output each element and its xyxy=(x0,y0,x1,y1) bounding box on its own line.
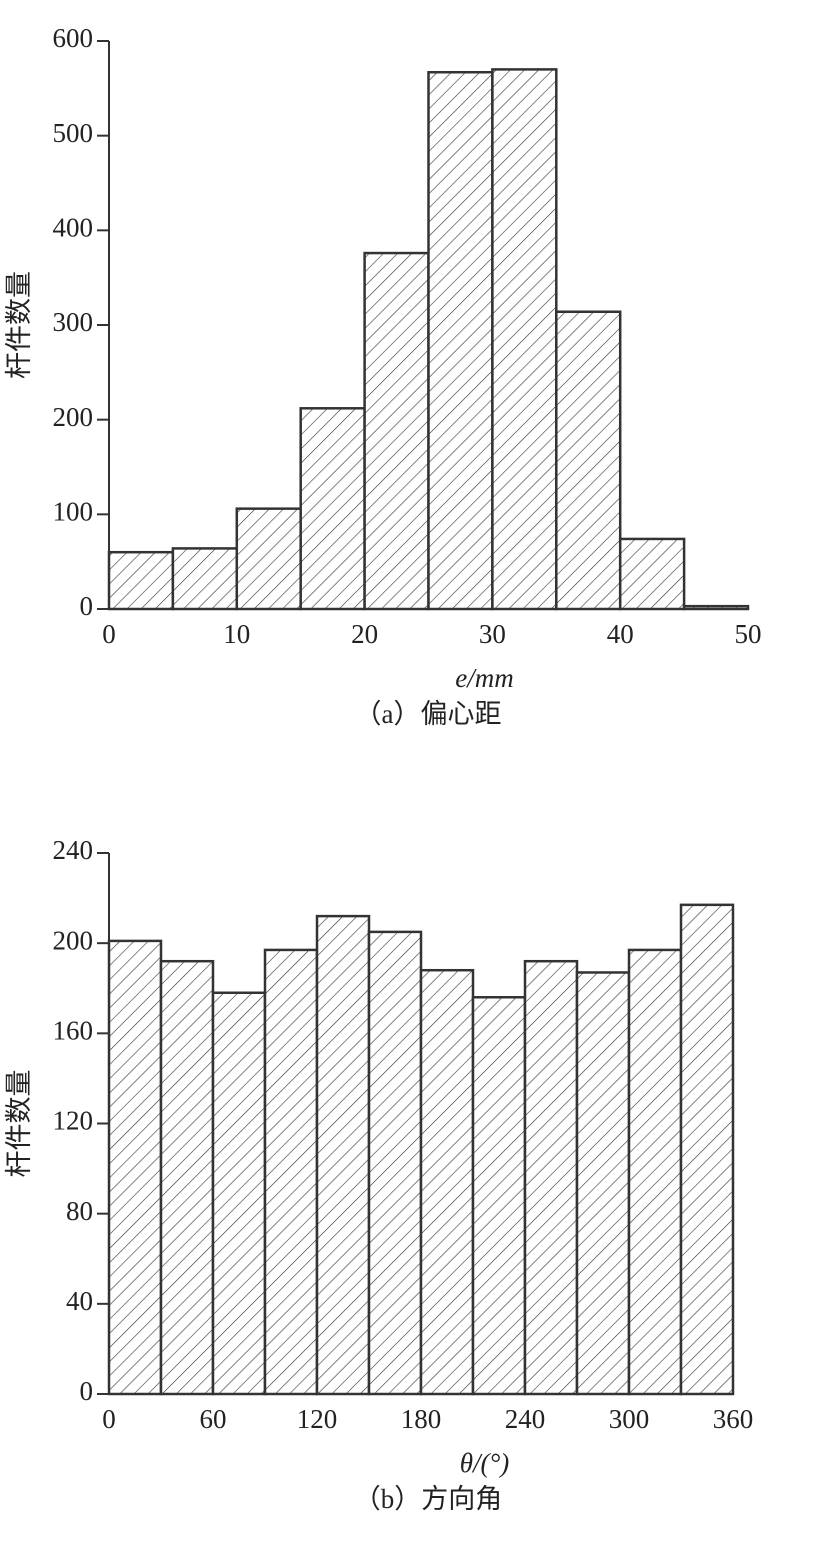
bar xyxy=(618,537,686,611)
y-tick-label: 120 xyxy=(53,1106,94,1136)
y-tick-label: 40 xyxy=(66,1286,93,1316)
bar xyxy=(471,996,527,1396)
y-tick-label: 0 xyxy=(80,1376,94,1406)
y-tick-label: 200 xyxy=(53,402,94,432)
y-axis-label: 杆件数量 xyxy=(4,1070,34,1178)
x-tick-label: 0 xyxy=(102,619,116,649)
bar xyxy=(107,939,163,1396)
y-tick-label: 100 xyxy=(53,497,94,527)
bar xyxy=(555,310,622,611)
bar xyxy=(299,407,366,611)
y-tick-label: 200 xyxy=(53,925,94,955)
y-tick-label: 0 xyxy=(80,591,94,621)
x-tick-label: 60 xyxy=(200,1404,227,1434)
bar xyxy=(575,971,631,1396)
x-tick-label: 240 xyxy=(505,1404,546,1434)
bar xyxy=(523,959,579,1396)
x-tick-label: 360 xyxy=(713,1404,754,1434)
bar xyxy=(235,507,302,611)
bar xyxy=(367,930,423,1396)
y-tick-label: 80 xyxy=(66,1196,93,1226)
bar xyxy=(679,903,735,1396)
y-tick-label: 500 xyxy=(53,118,94,148)
caption: （a）偏心距 xyxy=(355,699,502,729)
x-tick-label: 300 xyxy=(609,1404,650,1434)
x-tick-label: 50 xyxy=(735,619,762,649)
bar xyxy=(363,251,430,611)
bar xyxy=(263,948,319,1396)
x-tick-label: 20 xyxy=(351,619,378,649)
y-tick-label: 160 xyxy=(53,1016,94,1046)
bar xyxy=(211,991,267,1396)
y-tick-label: 600 xyxy=(53,23,94,53)
x-tick-label: 180 xyxy=(401,1404,442,1434)
bar xyxy=(491,68,558,611)
caption: （b）方向角 xyxy=(354,1484,503,1514)
x-tick-label: 40 xyxy=(607,619,634,649)
bar xyxy=(427,70,494,611)
x-tick-label: 30 xyxy=(479,619,506,649)
x-tick-label: 10 xyxy=(223,619,250,649)
bar xyxy=(171,547,239,611)
bar xyxy=(419,968,475,1396)
bar xyxy=(315,914,371,1396)
y-tick-label: 400 xyxy=(53,213,94,243)
bar xyxy=(107,550,175,611)
y-tick-label: 240 xyxy=(53,835,94,865)
bar xyxy=(627,948,683,1396)
x-axis-label: e/mm xyxy=(455,663,513,693)
x-axis-label: θ/(°) xyxy=(460,1448,510,1478)
y-tick-label: 300 xyxy=(53,307,94,337)
x-tick-label: 120 xyxy=(297,1404,338,1434)
x-tick-label: 0 xyxy=(102,1404,116,1434)
bar xyxy=(159,959,215,1396)
y-axis-label: 杆件数量 xyxy=(4,271,34,379)
